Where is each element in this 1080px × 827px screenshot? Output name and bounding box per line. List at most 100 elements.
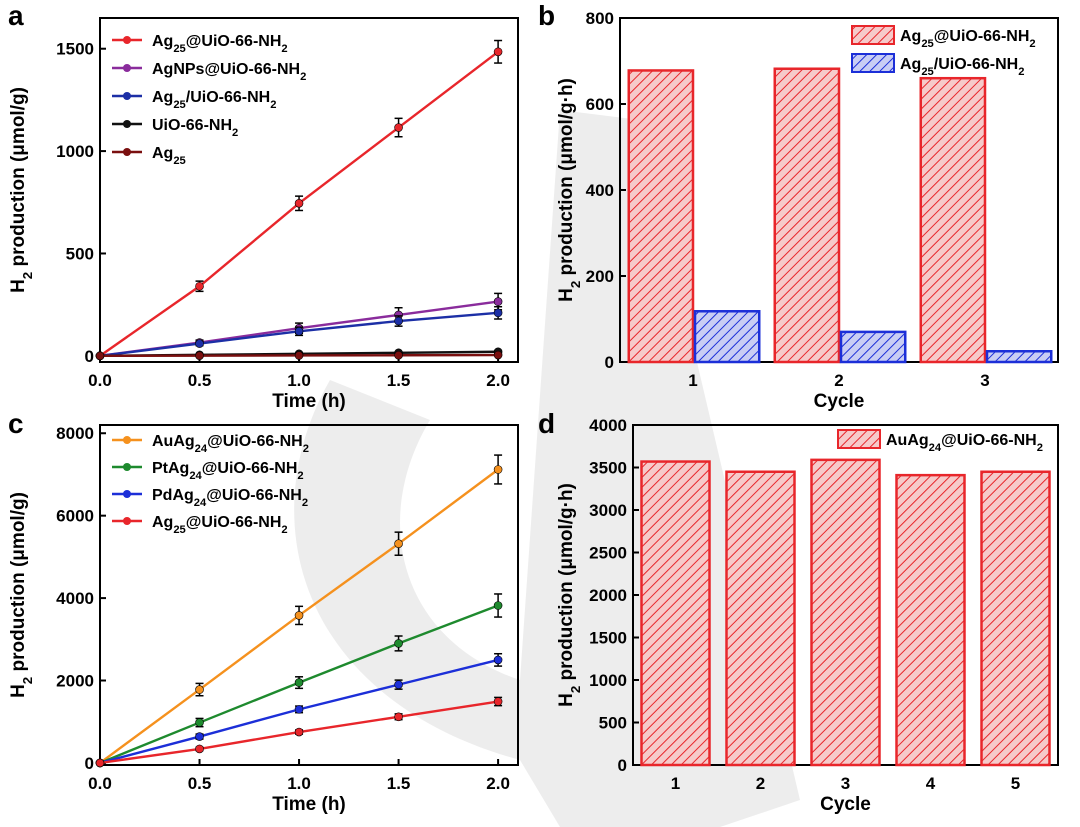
data-point bbox=[394, 639, 403, 648]
x-tick-label: 2.0 bbox=[486, 774, 510, 793]
bar bbox=[839, 330, 907, 364]
y-tick-label: 800 bbox=[586, 9, 614, 28]
data-point bbox=[95, 758, 105, 768]
legend-swatch bbox=[837, 429, 881, 449]
x-tick-label: 1 bbox=[688, 371, 697, 390]
legend-label: Ag25@UiO-66-NH2 bbox=[900, 28, 1036, 50]
panel-a: a 0 500 1000 1500 0.0 0.5 1.0 1.5 2.0 Time (h) H2 p… bbox=[8, 0, 519, 412]
x-axis-title: Cycle bbox=[814, 391, 865, 412]
bar bbox=[640, 460, 711, 767]
x-tick-label: 4 bbox=[926, 774, 936, 793]
legend-label: Ag25/UiO-66-NH2 bbox=[152, 89, 276, 111]
x-tick-label: 2 bbox=[756, 774, 765, 793]
x-tick-label: 3 bbox=[980, 371, 989, 390]
data-point bbox=[493, 47, 503, 57]
legend-swatch bbox=[851, 53, 895, 73]
bar bbox=[725, 470, 796, 767]
y-tick-label: 0 bbox=[85, 347, 94, 366]
x-tick-label: 0.0 bbox=[88, 774, 112, 793]
legend-label: Ag25@UiO-66-NH2 bbox=[152, 33, 288, 55]
panel-label: d bbox=[538, 408, 555, 439]
bar bbox=[627, 69, 695, 364]
y-tick-label: 1500 bbox=[589, 629, 627, 648]
bar bbox=[980, 470, 1051, 767]
data-point bbox=[294, 678, 304, 687]
y-axis-title: H2 production (μmol/g·h) bbox=[556, 78, 583, 302]
data-point bbox=[195, 718, 204, 727]
data-point bbox=[493, 601, 503, 610]
data-point bbox=[294, 727, 304, 737]
y-tick-label: 500 bbox=[66, 244, 94, 263]
data-point bbox=[493, 697, 503, 706]
panel-label: c bbox=[8, 408, 24, 439]
watermark-shape bbox=[294, 110, 800, 827]
legend-marker bbox=[123, 92, 131, 100]
data-point bbox=[394, 680, 403, 689]
data-point bbox=[493, 655, 503, 665]
legend-marker bbox=[123, 148, 131, 156]
panel-d: d 0 500 1000 1500 2000 2500 3000 3500 4000 1 2 3 4 5 Cy… bbox=[538, 408, 1059, 815]
legend-marker bbox=[123, 436, 131, 444]
y-tick-label: 400 bbox=[586, 181, 614, 200]
y-tick-label: 0 bbox=[85, 754, 94, 773]
data-point bbox=[394, 316, 403, 326]
bar bbox=[895, 473, 966, 767]
y-tick-label: 8000 bbox=[56, 424, 94, 443]
y-tick-label: 0 bbox=[618, 756, 627, 775]
data-point bbox=[294, 705, 304, 714]
legend-marker bbox=[123, 64, 131, 72]
data-point bbox=[294, 199, 304, 208]
data-point bbox=[195, 339, 204, 348]
legend-label: PdAg24@UiO-66-NH2 bbox=[152, 487, 308, 509]
y-tick-label: 2000 bbox=[589, 586, 627, 605]
data-point bbox=[294, 611, 304, 620]
data-point bbox=[394, 123, 403, 132]
legend-label: Ag25/UiO-66-NH2 bbox=[900, 56, 1024, 78]
y-tick-label: 600 bbox=[586, 95, 614, 114]
x-tick-label: 0.0 bbox=[88, 371, 112, 390]
y-axis-title: H2 production (μmol/g·h) bbox=[556, 483, 583, 707]
x-tick-label: 2 bbox=[834, 371, 843, 390]
y-tick-label: 6000 bbox=[56, 507, 94, 526]
data-point bbox=[493, 350, 503, 360]
x-tick-label: 1.0 bbox=[287, 371, 311, 390]
legend-swatch bbox=[851, 25, 895, 45]
x-axis-title: Time (h) bbox=[272, 391, 346, 412]
legend-label: AgNPs@UiO-66-NH2 bbox=[152, 61, 306, 83]
data-point bbox=[294, 351, 304, 360]
panel-b: b 0 200 400 600 800 1 2 3 Cycle H2 production (μmo… bbox=[538, 0, 1059, 412]
bar bbox=[985, 350, 1053, 364]
y-tick-label: 200 bbox=[586, 267, 614, 286]
plot-frame bbox=[99, 17, 519, 363]
data-point bbox=[195, 351, 204, 360]
legend-label: Ag25 bbox=[152, 145, 186, 167]
y-axis-title: H2 production (μmol/g) bbox=[8, 87, 35, 293]
legend-label: AuAg24@UiO-66-NH2 bbox=[152, 433, 309, 455]
x-tick-label: 1 bbox=[671, 774, 680, 793]
data-point bbox=[394, 350, 403, 360]
legend-marker bbox=[123, 36, 131, 44]
x-tick-label: 2.0 bbox=[486, 371, 510, 390]
bar bbox=[773, 67, 841, 364]
legend-marker bbox=[123, 463, 131, 471]
data-point bbox=[394, 539, 403, 548]
legend-marker bbox=[123, 120, 131, 128]
panel-label: b bbox=[538, 0, 555, 31]
data-point bbox=[493, 465, 503, 474]
legend-label: UiO-66-NH2 bbox=[152, 117, 238, 139]
panel-label: a bbox=[8, 0, 24, 31]
data-point bbox=[195, 732, 204, 741]
data-point bbox=[394, 712, 403, 722]
y-tick-label: 2500 bbox=[589, 544, 627, 563]
y-tick-label: 4000 bbox=[56, 589, 94, 608]
legend-label: AuAg24@UiO-66-NH2 bbox=[886, 432, 1043, 454]
x-tick-label: 1.5 bbox=[387, 774, 411, 793]
data-point bbox=[493, 297, 503, 306]
data-point bbox=[195, 685, 204, 694]
data-point bbox=[294, 326, 304, 336]
panel-c: c 0 2000 4000 6000 8000 0.0 0.5 1.0 1.5 2.0 Time (h… bbox=[8, 408, 519, 815]
y-axis-title: H2 production (μmol/g) bbox=[8, 492, 35, 698]
bar bbox=[693, 310, 761, 364]
y-tick-label: 0 bbox=[605, 353, 614, 372]
